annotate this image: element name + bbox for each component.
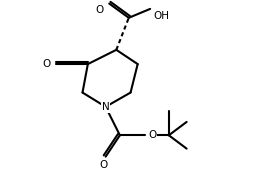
- Text: O: O: [148, 130, 157, 140]
- Text: O: O: [42, 59, 51, 69]
- Text: O: O: [100, 160, 108, 170]
- Text: O: O: [96, 5, 104, 15]
- Text: N: N: [102, 102, 109, 112]
- Text: OH: OH: [154, 11, 170, 21]
